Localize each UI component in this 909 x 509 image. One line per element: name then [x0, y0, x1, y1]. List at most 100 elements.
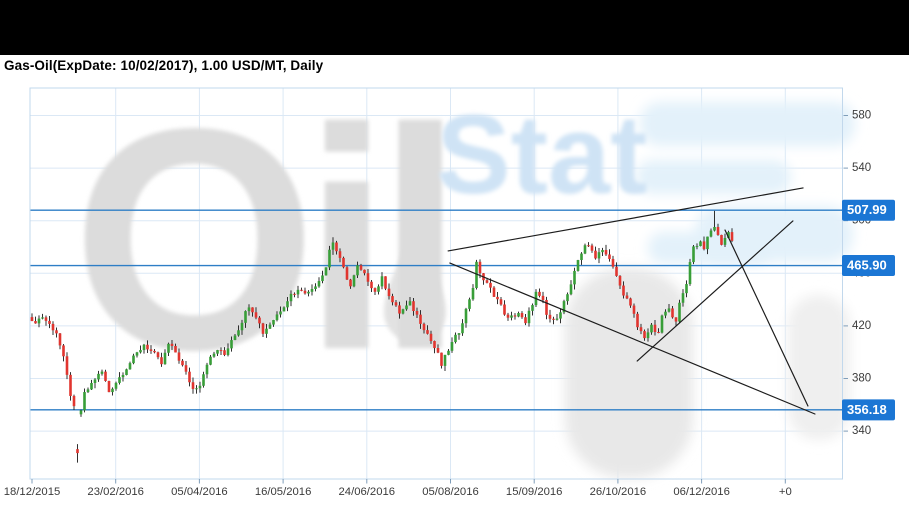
candle-down [478, 261, 482, 274]
candle-up [678, 302, 681, 322]
candle-up [527, 310, 531, 324]
candle-up [464, 308, 468, 324]
candle-down [104, 371, 107, 381]
candle-up [468, 299, 471, 309]
candle-up [401, 309, 405, 314]
candle-down [370, 281, 373, 289]
candle-up [230, 340, 233, 349]
x-tick-label: +0 [779, 486, 792, 498]
candle-down [65, 356, 69, 375]
candle-up [114, 382, 118, 389]
candle-up [195, 388, 198, 390]
candle-up [471, 287, 475, 300]
candle-up [90, 383, 93, 390]
candle-down [436, 347, 440, 353]
candle-down [513, 315, 517, 317]
x-tick-label: 18/12/2015 [4, 486, 61, 498]
candle-up [727, 232, 730, 238]
candle-down [156, 352, 160, 358]
trendline[interactable] [636, 220, 794, 362]
candle-down [548, 314, 552, 319]
candle-up [461, 323, 464, 334]
candle-up [118, 377, 121, 383]
candle-up [279, 311, 282, 315]
candle-down [629, 298, 632, 306]
candle-down [223, 350, 226, 355]
trendline[interactable] [447, 187, 804, 252]
candle-up [475, 261, 478, 288]
candle-down [625, 295, 629, 299]
candle-down [55, 330, 58, 334]
candle-up [569, 284, 573, 295]
candle-down [671, 308, 674, 318]
candle-down [541, 295, 545, 300]
candle-down [716, 226, 720, 235]
candle-down [300, 289, 303, 291]
candle-down [303, 290, 307, 294]
candle-down [160, 357, 163, 365]
trendlines [447, 187, 816, 415]
candle-down [384, 276, 387, 289]
candle-down [107, 380, 111, 393]
candle-down [506, 314, 510, 318]
y-tick-label: 580 [852, 110, 871, 122]
candle-down [219, 350, 223, 352]
price-badge [842, 255, 895, 277]
candle-down [30, 317, 34, 322]
y-tick-label: 380 [852, 373, 871, 385]
candle-down [188, 371, 191, 383]
candle-up [289, 293, 293, 302]
trendline[interactable] [449, 262, 816, 415]
y-tick-label: 340 [852, 425, 871, 437]
candle-down [342, 257, 345, 268]
candle-up [450, 342, 454, 351]
candle-up [111, 388, 114, 393]
candle-up [562, 301, 566, 313]
candle-down [391, 296, 394, 303]
candle-up [688, 262, 692, 285]
candle-up [135, 352, 139, 356]
candle-down [643, 331, 646, 339]
candle-up [275, 314, 279, 321]
candle-down [174, 345, 177, 353]
candle-up [83, 392, 86, 411]
candle-up [443, 354, 447, 366]
candle-down [496, 296, 499, 300]
trendline[interactable] [724, 229, 809, 407]
candle-up [580, 253, 583, 261]
x-tick-label: 06/12/2016 [673, 486, 730, 498]
candle-down [415, 310, 419, 315]
candle-down [44, 317, 48, 321]
candle-up [100, 371, 104, 374]
candle-up [646, 332, 650, 339]
candle-up [685, 284, 688, 294]
price-badge-label: 507.99 [847, 202, 887, 217]
candle-up [324, 267, 328, 276]
candle-down [730, 232, 734, 241]
candle-down [594, 250, 597, 259]
candle-up [247, 307, 251, 312]
candle-down [503, 304, 506, 315]
candle-up [597, 252, 601, 259]
candle-down [58, 333, 62, 346]
candle-up [408, 301, 412, 306]
candle-up [314, 286, 317, 290]
candle-down [349, 279, 352, 287]
candle-up [286, 301, 289, 308]
candle-down [149, 349, 153, 351]
candle-up [97, 373, 100, 380]
candle-down [398, 305, 401, 314]
candle-up [41, 317, 44, 319]
watermark-text-secondary: Stat [436, 92, 648, 217]
candle-up [573, 270, 576, 285]
candle-up [692, 246, 695, 263]
candle-up [356, 265, 359, 276]
candle-down [524, 317, 527, 324]
candle-up [125, 369, 128, 375]
candle-down [363, 269, 366, 274]
watermark-blob [640, 102, 855, 146]
candle-up [37, 318, 41, 324]
candle-up [352, 275, 356, 287]
chart-title: Gas-Oil(ExpDate: 10/02/2017), 1.00 USD/M… [4, 58, 324, 73]
